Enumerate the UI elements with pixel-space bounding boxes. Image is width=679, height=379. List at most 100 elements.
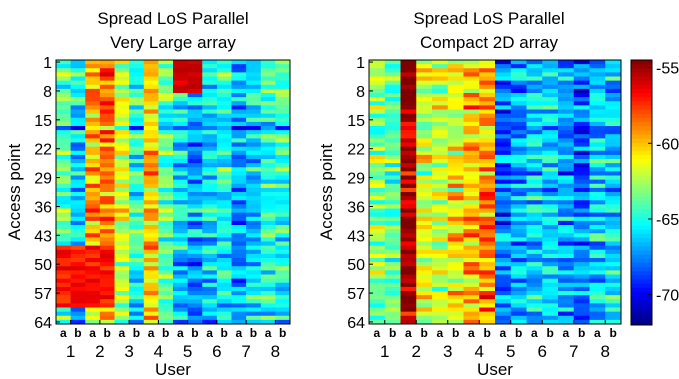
- heatmap-cell: [573, 311, 590, 317]
- heatmap-cell: [432, 126, 449, 131]
- heatmap-cell: [275, 204, 291, 209]
- heatmap-cell: [558, 146, 575, 152]
- heatmap-cell: [85, 187, 101, 193]
- heatmap-cell: [158, 241, 174, 247]
- heatmap-cell: [447, 291, 464, 296]
- heatmap-cell: [275, 274, 291, 280]
- heatmap-cell: [479, 76, 496, 82]
- heatmap-cell: [589, 154, 606, 160]
- heatmap-cell: [70, 134, 86, 139]
- heatmap-cell: [510, 270, 527, 275]
- heatmap-cell: [589, 204, 606, 209]
- heatmap-cell: [216, 233, 232, 238]
- heatmap-cell: [85, 154, 101, 160]
- colorbar-swatch: [631, 126, 652, 131]
- heatmap-cell: [573, 258, 590, 263]
- heatmap-cell: [384, 258, 401, 263]
- heatmap-cell: [70, 253, 86, 259]
- heatmap-cell: [70, 150, 86, 156]
- heatmap-cell: [187, 229, 203, 234]
- heatmap-cell: [416, 266, 433, 271]
- heatmap-cell: [605, 88, 622, 94]
- heatmap-cell: [384, 150, 401, 156]
- heatmap-cell: [400, 167, 417, 172]
- heatmap-cell: [447, 150, 464, 156]
- heatmap-cell: [99, 97, 115, 102]
- heatmap-cell: [85, 225, 101, 230]
- heatmap-cell: [463, 220, 480, 226]
- heatmap-cell: [495, 237, 512, 242]
- heatmap-cell: [495, 249, 512, 255]
- heatmap-cell: [416, 245, 433, 251]
- heatmap-cell: [70, 117, 86, 123]
- heatmap-cell: [202, 220, 218, 226]
- heatmap-cell: [384, 121, 401, 127]
- heatmap-cell: [432, 121, 449, 127]
- heatmap-cell: [573, 121, 590, 127]
- heatmap-cell: [510, 154, 527, 160]
- heatmap-cell: [447, 60, 464, 65]
- heatmap-cell: [542, 109, 559, 115]
- heatmap-cell: [510, 105, 527, 110]
- heatmap-cell: [495, 291, 512, 296]
- heatmap-cell: [202, 216, 218, 222]
- heatmap-cell: [589, 249, 606, 255]
- user-tick-label: 1: [66, 342, 75, 361]
- heatmap-cell: [216, 159, 232, 164]
- colorbar-swatch: [631, 84, 652, 90]
- heatmap-cell: [400, 130, 417, 135]
- heatmap-cell: [369, 315, 386, 321]
- heatmap-cell: [479, 142, 496, 148]
- heatmap-cell: [447, 159, 464, 164]
- heatmap-cell: [463, 303, 480, 308]
- heatmap-cell: [447, 319, 464, 325]
- heatmap-cell: [275, 187, 291, 193]
- heatmap-cell: [369, 319, 386, 325]
- heatmap-cell: [85, 295, 101, 300]
- heatmap-cell: [558, 163, 575, 168]
- heatmap-cell: [605, 150, 622, 156]
- subcolumn-label: b: [133, 326, 140, 340]
- heatmap-cell: [605, 208, 622, 214]
- heatmap-cell: [202, 225, 218, 230]
- heatmap-cell: [231, 183, 247, 189]
- heatmap-cell: [231, 233, 247, 238]
- heatmap-cell: [416, 130, 433, 135]
- heatmap-cell: [129, 134, 145, 139]
- user-tick-label: 1: [380, 342, 389, 361]
- heatmap-cell: [400, 80, 417, 86]
- heatmap-cell: [99, 167, 115, 172]
- heatmap-cell: [369, 220, 386, 226]
- heatmap-cell: [369, 88, 386, 94]
- heatmap-cell: [56, 179, 72, 185]
- heatmap-cell: [158, 121, 174, 127]
- y-tick-label: 8: [356, 84, 365, 101]
- heatmap-cell: [187, 225, 203, 230]
- heatmap-cell: [70, 237, 86, 242]
- heatmap-cell: [416, 175, 433, 181]
- heatmap-cell: [85, 64, 101, 69]
- heatmap-cell: [231, 208, 247, 214]
- heatmap-cell: [129, 183, 145, 189]
- heatmap-cell: [70, 126, 86, 131]
- heatmap-cell: [129, 126, 145, 131]
- heatmap-cell: [479, 208, 496, 214]
- heatmap-cell: [202, 200, 218, 205]
- heatmap-cell: [369, 212, 386, 218]
- heatmap-cell: [495, 274, 512, 280]
- heatmap-cell: [216, 266, 232, 271]
- heatmap-cell: [605, 299, 622, 304]
- heatmap-cell: [447, 208, 464, 214]
- heatmap-cell: [70, 105, 86, 110]
- heatmap-cell: [129, 171, 145, 176]
- heatmap-cell: [510, 200, 527, 205]
- heatmap-cell: [447, 126, 464, 131]
- heatmap-cell: [510, 88, 527, 94]
- heatmap-cell: [56, 150, 72, 156]
- heatmap-cell: [510, 93, 527, 98]
- heatmap-cell: [589, 286, 606, 292]
- heatmap-cell: [99, 187, 115, 193]
- heatmap-cell: [573, 253, 590, 259]
- heatmap-cell: [526, 233, 543, 238]
- heatmap-cell: [114, 154, 130, 160]
